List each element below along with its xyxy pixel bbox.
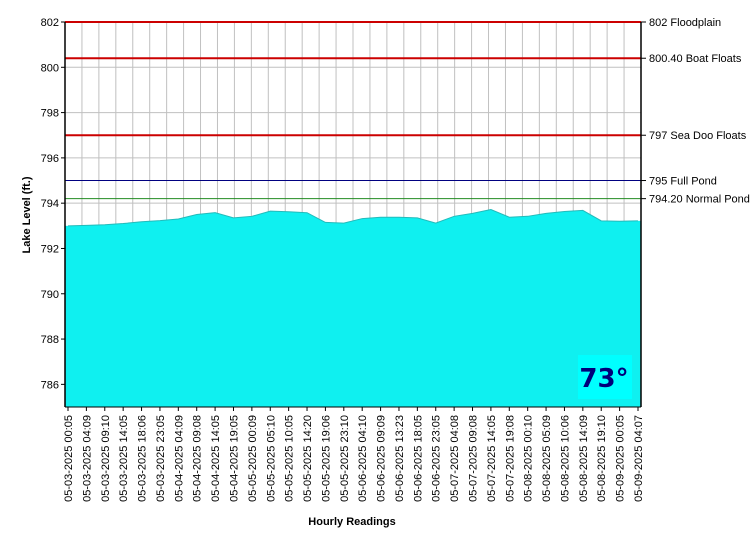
y-tick-label: 786 xyxy=(41,379,59,391)
x-tick-label: 05-06-2025 18:05 xyxy=(412,415,424,502)
y-tick-label: 798 xyxy=(41,108,59,120)
x-tick-label: 05-06-2025 04:10 xyxy=(357,415,369,502)
level-line xyxy=(67,208,639,227)
x-tick-label: 05-05-2025 19:06 xyxy=(320,415,332,502)
x-tick-label: 05-08-2025 14:09 xyxy=(578,415,590,502)
reference-lines: 802 Floodplain 800.40 Boat Floats 797 Sea … xyxy=(65,17,750,206)
x-tick-labels: 05-03-2025 00:05 05-03-2025 04:09 05-03-20… xyxy=(63,407,645,502)
x-tick-label: 05-03-2025 09:10 xyxy=(100,415,112,502)
temperature-readout: 73° xyxy=(579,364,628,394)
x-tick-label: 05-07-2025 19:08 xyxy=(504,415,516,502)
x-tick-label: 05-03-2025 00:05 xyxy=(63,415,75,502)
x-tick-label: 05-08-2025 10:06 xyxy=(559,415,571,502)
reference-label: 797 Sea Doo Floats xyxy=(649,130,747,142)
x-tick-label: 05-04-2025 09:08 xyxy=(192,415,204,502)
x-tick-label: 05-04-2025 14:05 xyxy=(210,415,222,502)
reference-label: 800.40 Boat Floats xyxy=(649,53,742,65)
y-tick-label: 794 xyxy=(41,198,59,210)
x-tick-label: 05-07-2025 09:08 xyxy=(468,415,480,502)
x-tick-label: 05-03-2025 23:05 xyxy=(155,415,167,502)
x-tick-label: 05-05-2025 14:20 xyxy=(302,415,314,502)
x-tick-label: 05-05-2025 00:09 xyxy=(247,415,259,502)
x-axis-title: Hourly Readings xyxy=(308,516,395,528)
y-tick-label: 788 xyxy=(41,334,59,346)
x-tick-label: 05-07-2025 14:05 xyxy=(486,415,498,502)
x-tick-label: 05-08-2025 19:10 xyxy=(596,415,608,502)
reference-label: 794.20 Normal Pond xyxy=(649,194,750,206)
y-tick-label: 800 xyxy=(41,62,59,74)
x-tick-label: 05-03-2025 04:09 xyxy=(81,415,93,502)
x-tick-label: 05-03-2025 18:06 xyxy=(137,415,149,502)
temperature-badge xyxy=(578,355,632,399)
level-area xyxy=(65,209,641,407)
x-tick-label: 05-04-2025 19:05 xyxy=(228,415,240,502)
x-tick-label: 05-05-2025 05:10 xyxy=(265,415,277,502)
x-tick-label: 05-06-2025 09:09 xyxy=(376,415,388,502)
x-tick-label: 05-07-2025 04:08 xyxy=(449,415,461,502)
x-tick-label: 05-06-2025 13:23 xyxy=(394,415,406,502)
y-tick-labels: 786 788 790 792 794 796 798 800 802 xyxy=(41,17,65,391)
x-tick-label: 05-05-2025 10:05 xyxy=(284,415,296,502)
x-tick-label: 05-09-2025 04:07 xyxy=(633,415,645,502)
y-tick-label: 796 xyxy=(41,153,59,165)
x-tick-label: 05-09-2025 00:05 xyxy=(615,415,627,502)
y-tick-label: 790 xyxy=(41,289,59,301)
y-tick-label: 792 xyxy=(41,243,59,255)
x-tick-label: 05-03-2025 14:05 xyxy=(118,415,130,502)
x-tick-label: 05-06-2025 23:05 xyxy=(431,415,443,502)
x-tick-label: 05-04-2025 04:09 xyxy=(173,415,185,502)
reference-label: 802 Floodplain xyxy=(649,17,721,29)
x-tick-label: 05-08-2025 00:10 xyxy=(523,415,535,502)
reference-label: 795 Full Pond xyxy=(649,176,717,188)
axes xyxy=(64,22,642,408)
y-axis-title: Lake Level (ft.) xyxy=(21,176,33,253)
x-tick-label: 05-08-2025 05:09 xyxy=(541,415,553,502)
x-tick-label: 05-05-2025 23:10 xyxy=(339,415,351,502)
y-tick-label: 802 xyxy=(41,17,59,29)
